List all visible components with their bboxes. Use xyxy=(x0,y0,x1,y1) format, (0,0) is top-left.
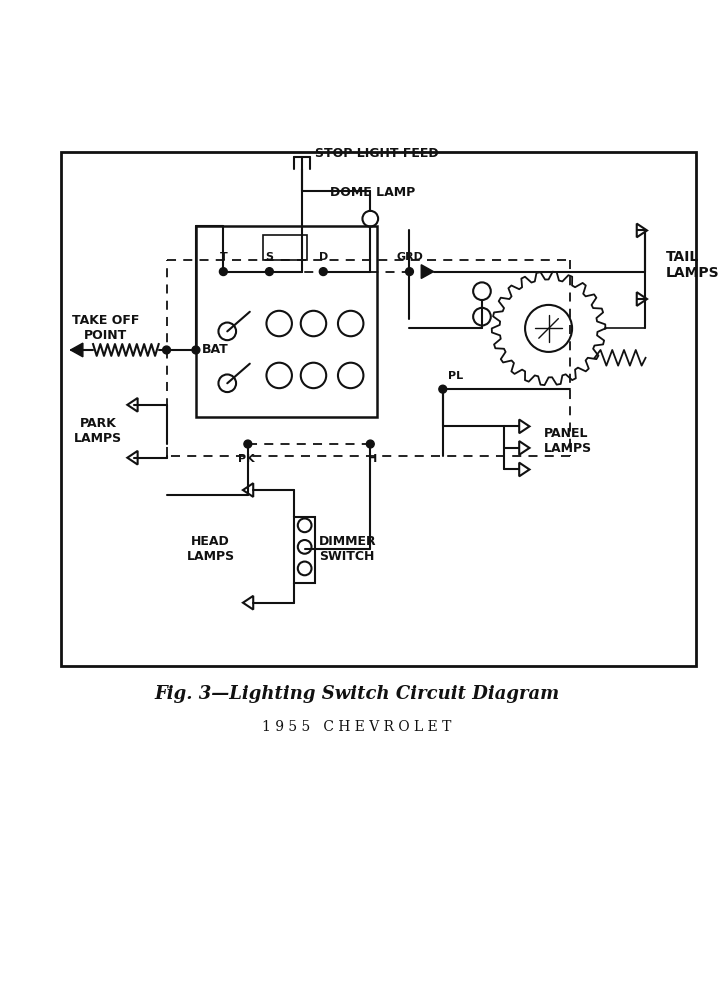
Circle shape xyxy=(266,362,292,388)
Circle shape xyxy=(192,346,200,354)
Text: STOP LIGHT FEED: STOP LIGHT FEED xyxy=(315,147,439,160)
Circle shape xyxy=(363,211,378,227)
Circle shape xyxy=(338,311,363,336)
Polygon shape xyxy=(243,596,253,610)
Bar xyxy=(60,152,695,667)
Text: PK: PK xyxy=(237,454,254,464)
Text: TAKE OFF
POINT: TAKE OFF POINT xyxy=(72,314,140,343)
Text: PANEL
LAMPS: PANEL LAMPS xyxy=(544,427,592,455)
Circle shape xyxy=(525,305,572,352)
Polygon shape xyxy=(519,463,529,477)
Polygon shape xyxy=(422,265,434,279)
Circle shape xyxy=(366,440,374,448)
Text: PARK
LAMPS: PARK LAMPS xyxy=(74,418,122,445)
Text: D: D xyxy=(319,252,328,262)
Polygon shape xyxy=(127,451,138,465)
Circle shape xyxy=(473,308,491,325)
Circle shape xyxy=(266,268,273,276)
Polygon shape xyxy=(519,441,529,455)
Text: 1 9 5 5   C H E V R O L E T: 1 9 5 5 C H E V R O L E T xyxy=(262,720,451,734)
Circle shape xyxy=(162,346,170,354)
Polygon shape xyxy=(71,343,83,357)
Bar xyxy=(294,516,315,583)
Polygon shape xyxy=(637,293,647,306)
Text: S: S xyxy=(266,252,274,262)
Polygon shape xyxy=(243,484,253,496)
Circle shape xyxy=(301,311,326,336)
Text: PL: PL xyxy=(448,371,463,381)
Polygon shape xyxy=(637,224,647,237)
Bar xyxy=(263,235,306,260)
Circle shape xyxy=(338,362,363,388)
Circle shape xyxy=(439,385,447,393)
Text: TAIL
LAMPS: TAIL LAMPS xyxy=(666,249,720,280)
Text: GRD: GRD xyxy=(396,252,423,262)
Circle shape xyxy=(301,362,326,388)
Text: H: H xyxy=(368,454,377,464)
Circle shape xyxy=(405,268,414,276)
Circle shape xyxy=(473,283,491,300)
Circle shape xyxy=(320,268,327,276)
Text: DIMMER
SWITCH: DIMMER SWITCH xyxy=(320,535,377,562)
Text: T: T xyxy=(219,252,227,262)
Circle shape xyxy=(298,518,312,532)
Circle shape xyxy=(266,311,292,336)
Bar xyxy=(196,226,377,417)
Text: BAT: BAT xyxy=(202,344,229,357)
Polygon shape xyxy=(519,420,529,433)
Circle shape xyxy=(298,561,312,575)
Circle shape xyxy=(219,268,227,276)
Circle shape xyxy=(298,540,312,554)
Text: HEAD
LAMPS: HEAD LAMPS xyxy=(186,535,234,562)
Circle shape xyxy=(244,440,252,448)
Text: Fig. 3—Lighting Switch Circuit Diagram: Fig. 3—Lighting Switch Circuit Diagram xyxy=(154,685,559,703)
Polygon shape xyxy=(127,398,138,412)
Text: DOME LAMP: DOME LAMP xyxy=(330,186,415,199)
Circle shape xyxy=(218,374,236,392)
Circle shape xyxy=(218,322,236,340)
